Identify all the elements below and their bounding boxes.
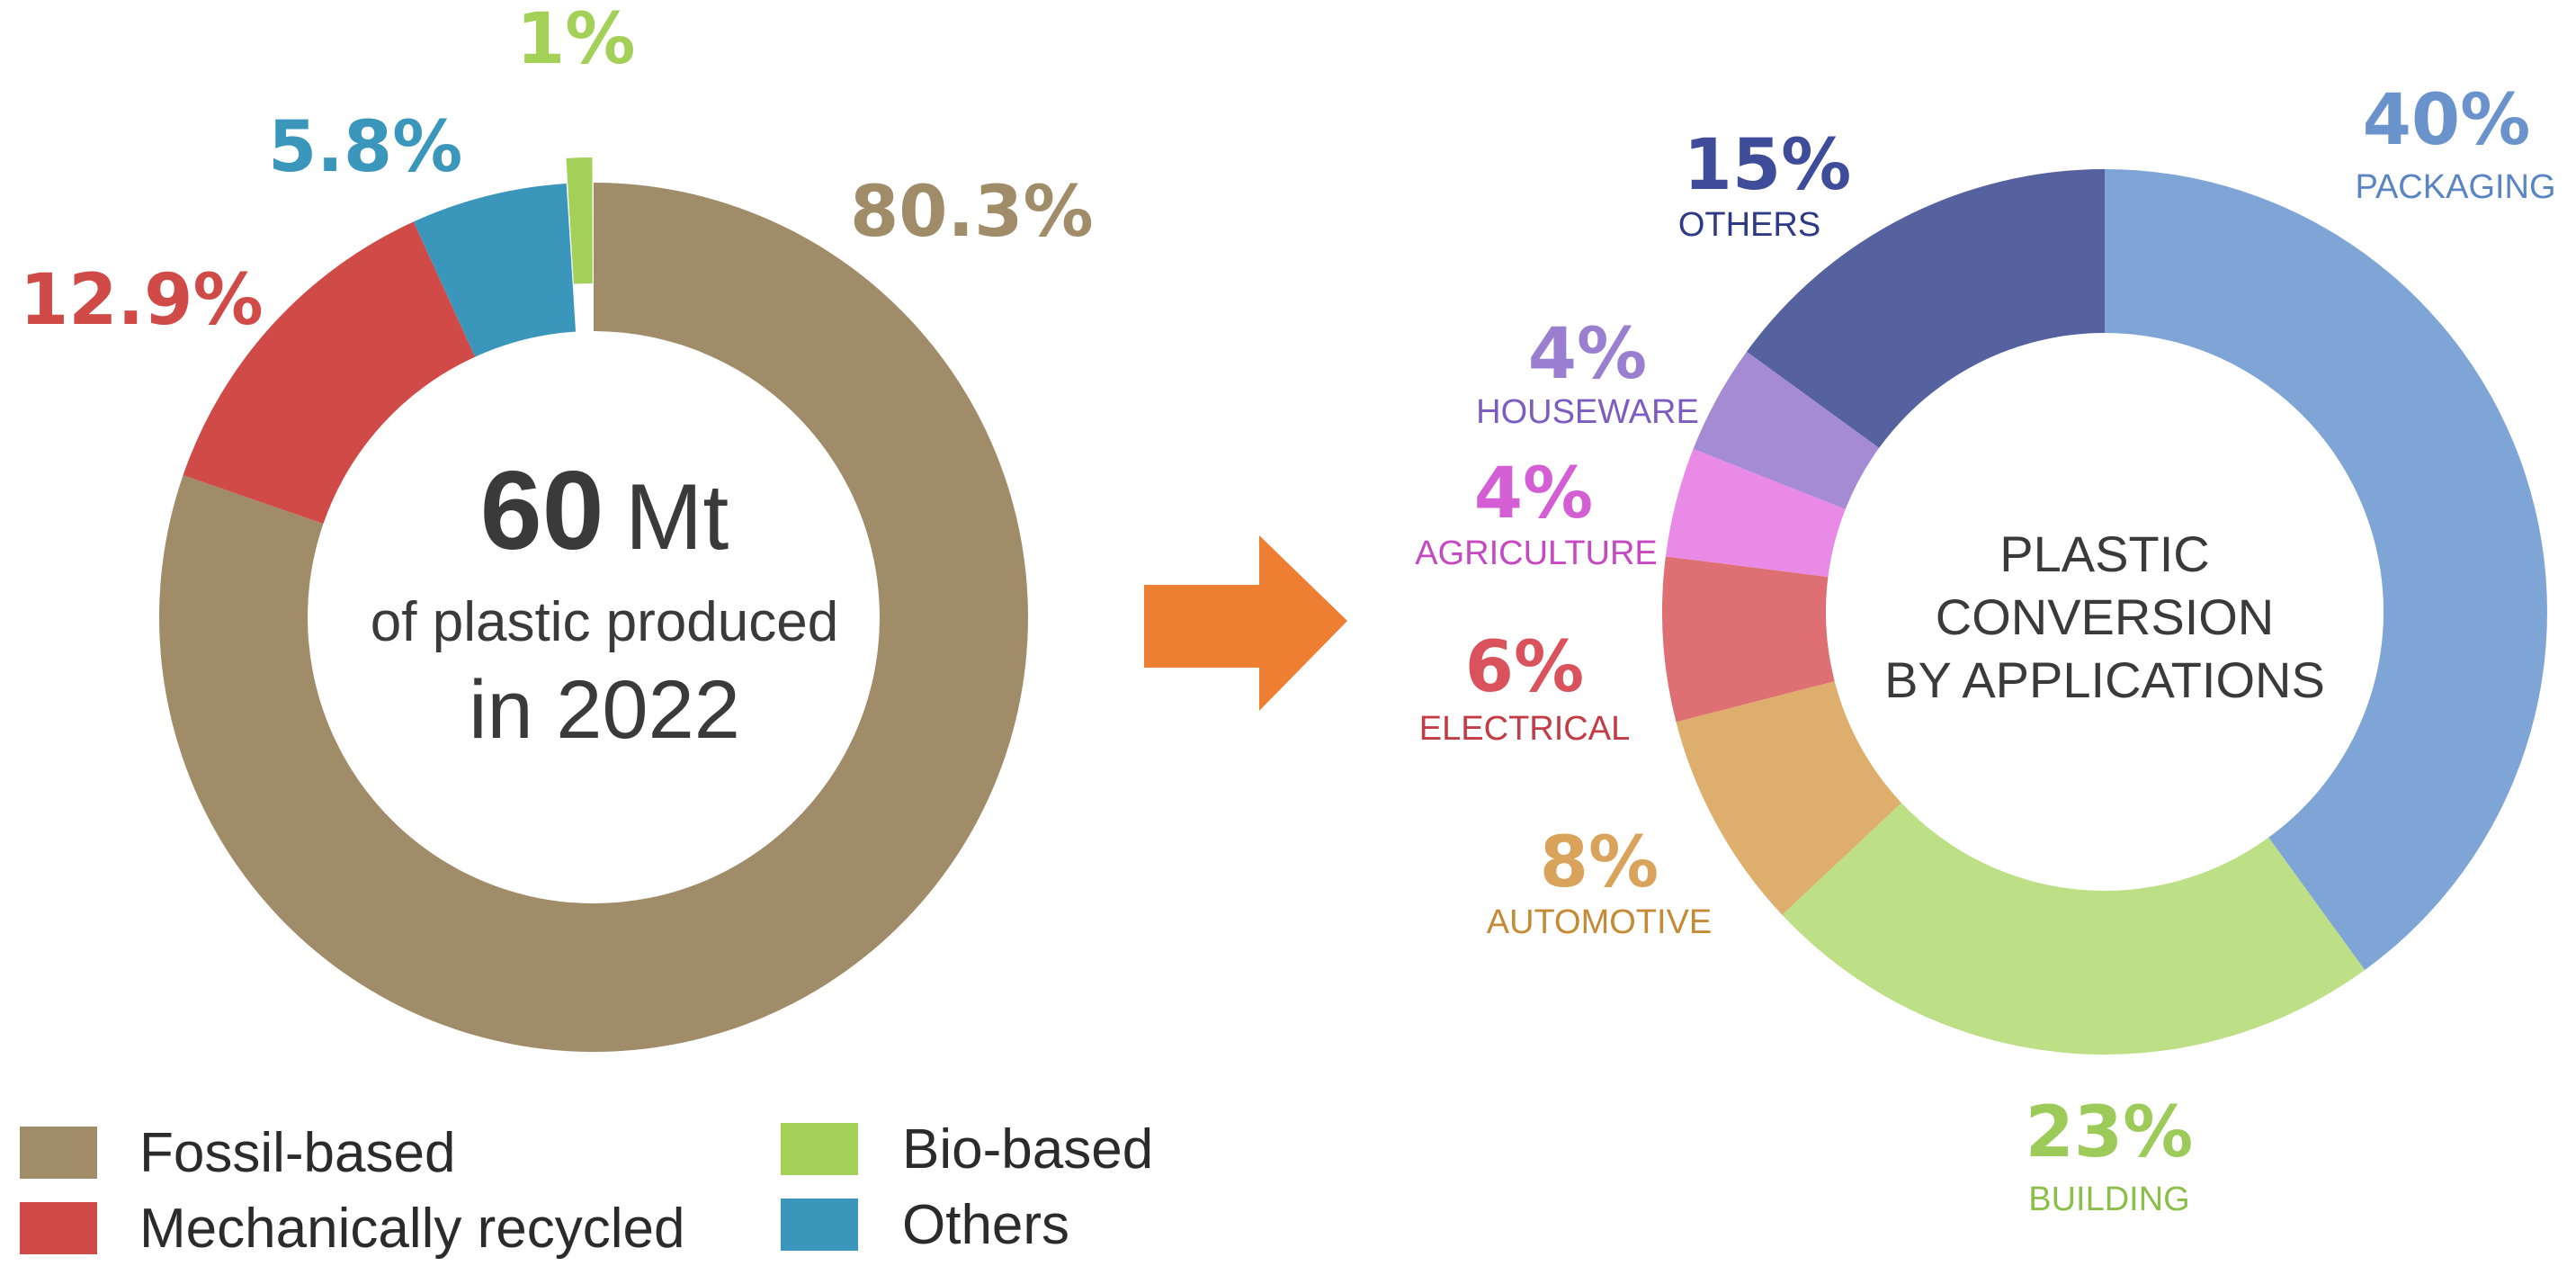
label-packaging: 40% PACKAGING	[2355, 80, 2555, 206]
slice-mechanically-recycled	[183, 221, 476, 525]
slice-name-agriculture: AGRICULTURE	[1415, 534, 1658, 572]
slice-name-electrical: ELECTRICAL	[1419, 710, 1630, 748]
production-total-unit: Mt	[625, 465, 729, 570]
slice-automotive	[1676, 681, 1902, 915]
production-donut-chart	[159, 157, 1028, 1053]
slice-electrical	[1661, 556, 1835, 723]
label-electrical: 6% ELECTRICAL	[1419, 627, 1630, 748]
slice-others	[413, 183, 577, 357]
label-building: 23% BUILDING	[2026, 1092, 2194, 1218]
legend-swatch-mechanically-recycled	[20, 1202, 97, 1254]
slice-pct-electrical: 6%	[1465, 627, 1584, 708]
applications-center-line3: BY APPLICATIONS	[1884, 651, 2325, 708]
slice-building	[1782, 803, 2366, 1055]
label-others: 15% OTHERS	[1678, 125, 1852, 244]
slice-label-bio-based: 1%	[516, 0, 635, 80]
legend-label-bio-based: Bio-based	[902, 1118, 1153, 1181]
right-arrow-icon	[1144, 535, 1347, 711]
slice-pct-agriculture: 4%	[1474, 453, 1593, 534]
label-houseware: 4% HOUSEWARE	[1476, 314, 1699, 431]
production-total: 60 Mt	[480, 449, 729, 573]
slice-pct-automotive: 8%	[1540, 822, 1659, 903]
legend-swatch-bio-based	[781, 1123, 858, 1175]
label-agriculture: 4% AGRICULTURE	[1415, 453, 1658, 572]
slice-fossil-based	[159, 183, 1028, 1053]
slice-others	[1746, 169, 2105, 448]
legend-label-fossil-based: Fossil-based	[139, 1122, 455, 1184]
label-automotive: 8% AUTOMOTIVE	[1487, 822, 1713, 941]
production-total-number: 60	[480, 449, 604, 573]
slice-name-packaging: PACKAGING	[2355, 168, 2555, 206]
applications-center-line2: CONVERSION	[1936, 588, 2275, 645]
applications-donut-chart	[1661, 169, 2547, 1055]
slice-agriculture	[1665, 448, 1846, 578]
slice-label-fossil-based: 80.3%	[850, 172, 1094, 253]
applications-center-line1: PLASTIC	[1999, 525, 2209, 582]
legend-swatch-fossil-based	[20, 1127, 97, 1179]
slice-pct-building: 23%	[2026, 1092, 2194, 1173]
production-subtitle-line1: of plastic produced	[371, 591, 838, 653]
legend-label-others: Others	[902, 1194, 1069, 1256]
slice-label-others: 5.8%	[268, 107, 462, 188]
slice-name-automotive: AUTOMOTIVE	[1487, 903, 1713, 941]
legend-swatch-others	[781, 1199, 858, 1251]
slice-bio-based	[566, 157, 593, 284]
slice-name-houseware: HOUSEWARE	[1476, 393, 1699, 431]
slice-houseware	[1693, 351, 1880, 509]
legend-label-mechanically-recycled: Mechanically recycled	[139, 1198, 684, 1260]
slice-label-mechanically-recycled: 12.9%	[20, 260, 264, 341]
slice-pct-others: 15%	[1684, 125, 1852, 206]
slice-pct-houseware: 4%	[1528, 314, 1647, 395]
slice-pct-packaging: 40%	[2363, 80, 2531, 161]
legend: Fossil-based Mechanically recycled Bio-b…	[20, 1118, 1153, 1260]
production-subtitle-line2: in 2022	[469, 664, 740, 756]
slice-name-building: BUILDING	[2028, 1181, 2189, 1218]
slice-name-others: OTHERS	[1678, 206, 1820, 244]
slice-packaging	[2105, 169, 2547, 971]
